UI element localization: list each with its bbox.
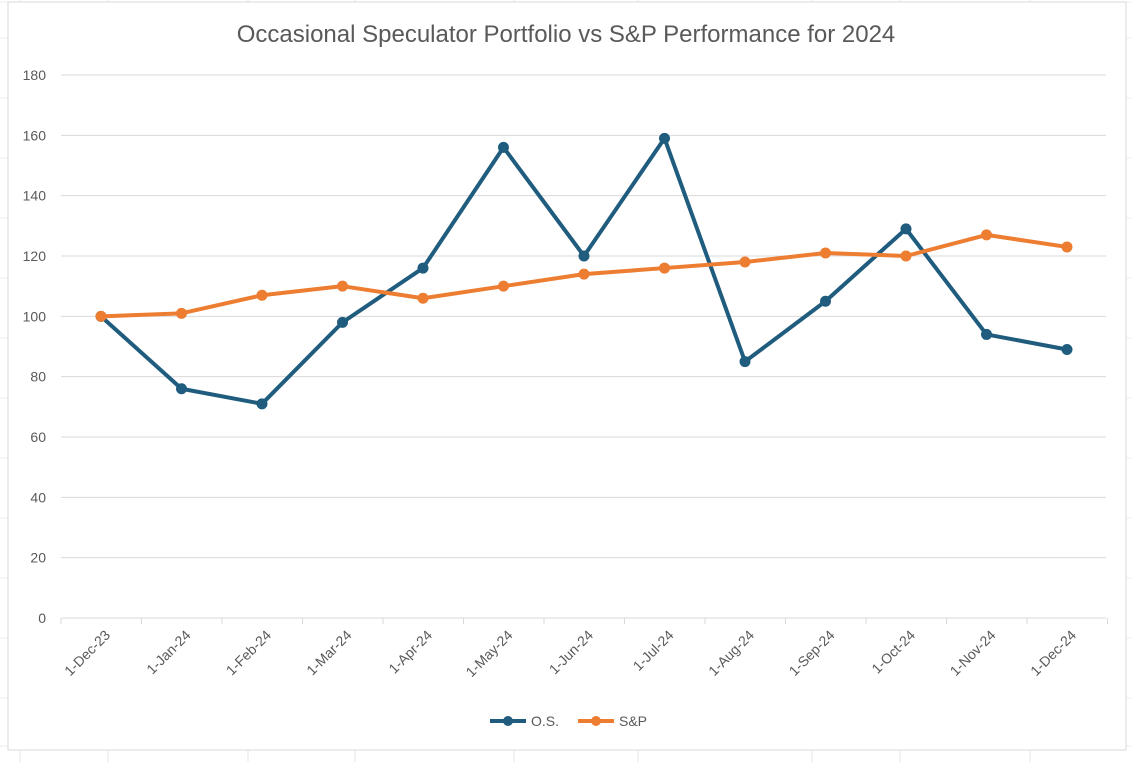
data-point[interactable] [578,268,590,280]
series-layer [95,132,1073,410]
y-axis-tick-labels: 0 20 40 60 80 100 120 140 160 180 [23,67,47,626]
data-point[interactable] [981,229,992,241]
y-tick-label: 100 [23,308,47,324]
data-point[interactable] [820,247,831,259]
data-point[interactable] [739,256,751,268]
data-point[interactable] [256,289,268,301]
data-point[interactable] [981,328,992,340]
data-point[interactable] [337,280,348,292]
data-point[interactable] [417,292,429,304]
y-tick-label: 140 [23,188,47,204]
y-gridlines [61,74,1106,619]
y-tick-label: 20 [30,550,46,566]
data-point[interactable] [176,307,187,319]
series-os [95,132,1073,410]
chart-title: Occasional Speculator Portfolio vs S&P P… [237,21,896,48]
legend-label: S&P [619,713,647,729]
legend-label: O.S. [531,713,559,729]
y-tick-label: 120 [23,248,47,264]
data-point[interactable] [337,316,348,328]
data-point[interactable] [820,295,831,307]
data-point[interactable] [498,280,509,292]
data-point[interactable] [1061,344,1073,356]
data-point[interactable] [498,141,509,153]
data-point[interactable] [95,310,107,322]
y-tick-label: 40 [30,489,46,505]
chart-frame [7,1,1127,751]
data-point[interactable] [417,262,429,274]
data-point[interactable] [900,223,912,235]
y-tick-label: 60 [30,429,46,445]
y-tick-label: 0 [38,610,46,626]
data-point[interactable] [1061,241,1073,253]
legend-marker [503,716,513,726]
data-point[interactable] [256,398,268,410]
data-point[interactable] [739,356,751,368]
legend-item[interactable]: O.S. [490,713,559,729]
legend-marker [591,716,601,726]
legend-item[interactable]: S&P [578,713,647,729]
data-point[interactable] [900,250,912,262]
data-point[interactable] [176,383,187,395]
y-tick-label: 80 [30,369,46,385]
y-tick-label: 180 [23,67,47,83]
legend[interactable]: O.S. S&P [490,713,647,729]
y-tick-label: 160 [23,127,47,143]
series-sp [95,229,1073,322]
data-point[interactable] [578,250,590,262]
data-point[interactable] [659,262,670,274]
x-axis [60,618,1108,624]
data-point[interactable] [659,132,670,144]
